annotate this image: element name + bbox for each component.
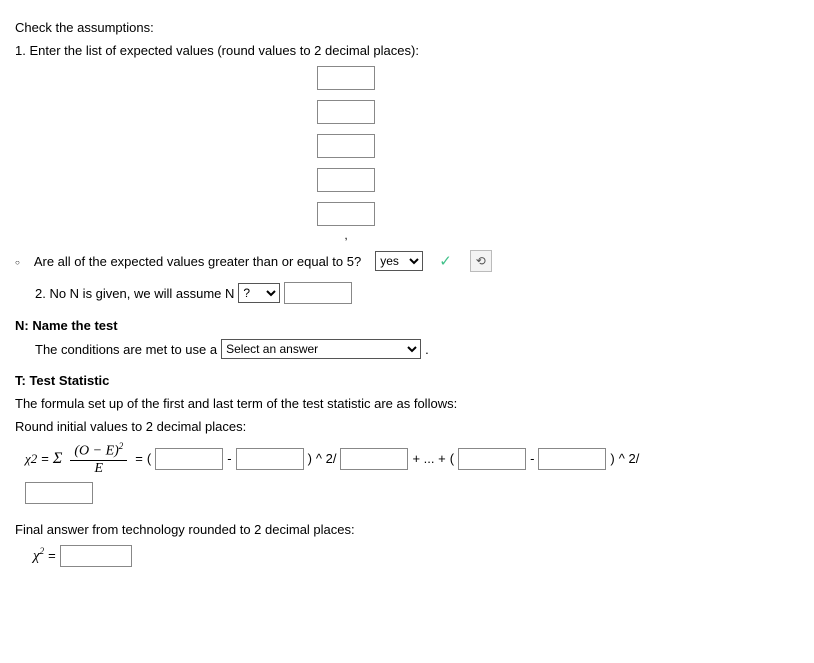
final-line: Final answer from technology rounded to … — [15, 522, 799, 537]
check-icon: ✓ — [439, 252, 452, 270]
t-line2: Round initial values to 2 decimal places… — [15, 419, 799, 434]
chi-equals: = — [48, 548, 56, 563]
expected-value-1[interactable] — [317, 66, 375, 90]
equals-2: = — [135, 451, 143, 466]
trailing-comma: , — [315, 228, 377, 242]
equals-1: = — [41, 451, 49, 466]
plus-dots: + ... + — [412, 451, 445, 466]
name-test-select[interactable]: Select an answer — [221, 339, 421, 359]
expected-value-3[interactable] — [317, 134, 375, 158]
t-line1: The formula set up of the first and last… — [15, 396, 799, 411]
caret-2-slash-1: ^ 2/ — [316, 451, 337, 466]
assume-n-input[interactable] — [284, 282, 352, 304]
minus-1: - — [227, 451, 231, 466]
expected-value-5[interactable] — [317, 202, 375, 226]
step1-text: 1. Enter the list of expected values (ro… — [15, 43, 799, 58]
chi-symbol: χ2 — [33, 546, 44, 565]
termN-e[interactable] — [538, 448, 606, 470]
open-paren-2: ( — [450, 451, 454, 466]
ge5-select[interactable]: yes — [375, 251, 423, 271]
check-assumptions-heading: Check the assumptions: — [15, 20, 799, 35]
caret-2-slash-2: ^ 2/ — [619, 451, 640, 466]
term1-div[interactable] — [340, 448, 408, 470]
period: . — [425, 342, 429, 357]
term1-e[interactable] — [236, 448, 304, 470]
term1-o[interactable] — [155, 448, 223, 470]
termN-o[interactable] — [458, 448, 526, 470]
name-test-label: N: Name the test — [15, 318, 799, 333]
assume-n-select[interactable]: ? — [238, 283, 280, 303]
close-paren-1: ) — [308, 451, 312, 466]
name-line-text: The conditions are met to use a — [35, 342, 217, 357]
sigma-icon: Σ — [53, 450, 63, 468]
fraction: (O − E)2 E — [70, 442, 127, 476]
gear-button[interactable]: ⟲ — [470, 250, 492, 272]
expected-value-4[interactable] — [317, 168, 375, 192]
minus-2: - — [530, 451, 534, 466]
step2-text: 2. No N is given, we will assume N — [35, 286, 234, 301]
close-paren-2: ) — [610, 451, 614, 466]
formula-row: χ2 = Σ (O − E)2 E = ( - ) ^ 2/ + ... + (… — [25, 442, 799, 476]
bullet-question-text: Are all of the expected values greater t… — [34, 254, 361, 269]
expected-value-2[interactable] — [317, 100, 375, 124]
test-statistic-label: T: Test Statistic — [15, 373, 799, 388]
bullet-icon — [15, 254, 20, 269]
chi2-lhs: χ2 — [25, 451, 37, 467]
termN-div[interactable] — [25, 482, 93, 504]
expected-values-stack — [315, 66, 377, 226]
open-paren-1: ( — [147, 451, 151, 466]
chi2-final-input[interactable] — [60, 545, 132, 567]
